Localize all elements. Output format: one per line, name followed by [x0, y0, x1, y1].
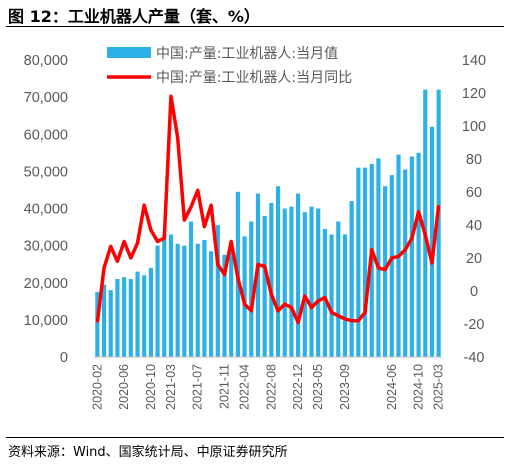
- bar: [389, 175, 394, 357]
- bar: [215, 225, 220, 357]
- bar: [269, 202, 274, 357]
- bar: [282, 208, 287, 357]
- y-left-tick-label: 50,000: [24, 164, 68, 180]
- y-right-tick-label: 120: [462, 86, 486, 102]
- bar: [409, 156, 414, 357]
- x-tick-label: 2020-10: [144, 364, 158, 410]
- bar: [95, 292, 100, 357]
- bar: [195, 243, 200, 357]
- bar: [155, 245, 160, 358]
- x-tick-label: 2021-11: [218, 364, 232, 409]
- bar: [429, 126, 435, 357]
- y-left-tick-label: 40,000: [24, 202, 68, 218]
- bar: [356, 167, 361, 357]
- bar: [249, 221, 254, 357]
- bar: [142, 275, 147, 357]
- source-note: 资料来源：Wind、国家统计局、中原证券研究所: [8, 445, 288, 460]
- line-layer: [95, 94, 441, 325]
- x-tick-label: 2023-09: [338, 364, 352, 410]
- x-tick-label: 2023-05: [311, 364, 325, 410]
- x-tick-label: 2021-03: [164, 364, 178, 410]
- bar: [148, 267, 153, 357]
- y-left-tick-label: 20,000: [24, 276, 68, 292]
- bar: [436, 89, 441, 357]
- y-left-tick-label: 70,000: [24, 90, 68, 106]
- bar: [329, 234, 334, 357]
- y-left-tick-label: 30,000: [24, 239, 68, 255]
- bar: [188, 221, 194, 357]
- legend-bar-swatch: [107, 47, 151, 58]
- bar: [209, 251, 214, 357]
- bar: [316, 208, 321, 357]
- bar: [168, 234, 174, 357]
- bar: [383, 186, 388, 357]
- title-rule: [6, 26, 504, 27]
- y-left-tick-label: 10,000: [24, 313, 68, 329]
- y-left-tick-label: 0: [60, 350, 68, 366]
- bar: [322, 228, 327, 357]
- legend: 中国:产量:工业机器人:当月值 中国:产量:工业机器人:当月同比: [107, 46, 352, 86]
- bar: [423, 89, 428, 357]
- y-right-tick-label: 60: [466, 185, 482, 201]
- y-right-tick-label: 140: [462, 53, 486, 69]
- y-right-tick-label: -40: [464, 350, 485, 366]
- bar: [182, 245, 187, 358]
- bar: [302, 212, 307, 357]
- yoy-line: [95, 94, 441, 325]
- y-right-tick-label: 100: [462, 119, 486, 135]
- x-tick-label: 2024-06: [385, 364, 399, 410]
- y-left-tick-label: 80,000: [24, 53, 68, 69]
- bar: [275, 186, 281, 357]
- x-tick-label: 2022-04: [238, 364, 252, 410]
- bar: [115, 279, 120, 357]
- x-tick-label: 2020-02: [90, 364, 104, 410]
- x-tick-label: 2025-03: [432, 364, 446, 410]
- y-right-tick-label: 40: [466, 218, 482, 234]
- source-rule: [6, 437, 504, 438]
- bar: [175, 243, 180, 357]
- bars-layer: [95, 89, 441, 358]
- bar: [296, 193, 301, 357]
- bar: [229, 245, 234, 358]
- bar: [202, 240, 207, 357]
- bar: [162, 234, 167, 357]
- bar: [122, 277, 127, 357]
- legend-label-line: 中国:产量:工业机器人:当月同比: [156, 70, 352, 86]
- bar: [362, 167, 368, 357]
- bar: [108, 290, 113, 357]
- bar: [349, 201, 354, 357]
- figure-title: 图 12：工业机器人产量（套、%）: [8, 7, 260, 26]
- y-right-tick-label: 20: [466, 251, 482, 267]
- y-right-tick-label: -20: [464, 317, 485, 333]
- bar: [289, 206, 294, 357]
- x-tick-label: 2024-10: [412, 364, 426, 410]
- bar: [309, 206, 314, 357]
- legend-label-bars: 中国:产量:工业机器人:当月值: [156, 46, 338, 62]
- y-right-tick-label: 0: [470, 284, 478, 300]
- y-left-tick-label: 60,000: [24, 127, 68, 143]
- bar: [222, 254, 227, 357]
- y-right-tick-label: 80: [466, 152, 482, 168]
- x-tick-label: 2022-12: [291, 364, 305, 410]
- axis-layer: 0 10,000 20,000 30,000 40,000 50,000 60,000 70,…: [24, 53, 486, 410]
- bar: [135, 271, 140, 357]
- bar: [336, 221, 341, 357]
- x-tick-label: 2020-06: [117, 364, 131, 410]
- x-tick-label: 2022-08: [264, 364, 278, 410]
- bar: [128, 279, 133, 357]
- bar: [403, 169, 408, 357]
- bar: [262, 215, 267, 357]
- x-tick-label: 2021-07: [191, 364, 205, 410]
- bar: [101, 284, 107, 357]
- bar: [342, 234, 348, 357]
- bar: [376, 158, 381, 357]
- bar: [416, 152, 421, 357]
- bar: [242, 236, 247, 357]
